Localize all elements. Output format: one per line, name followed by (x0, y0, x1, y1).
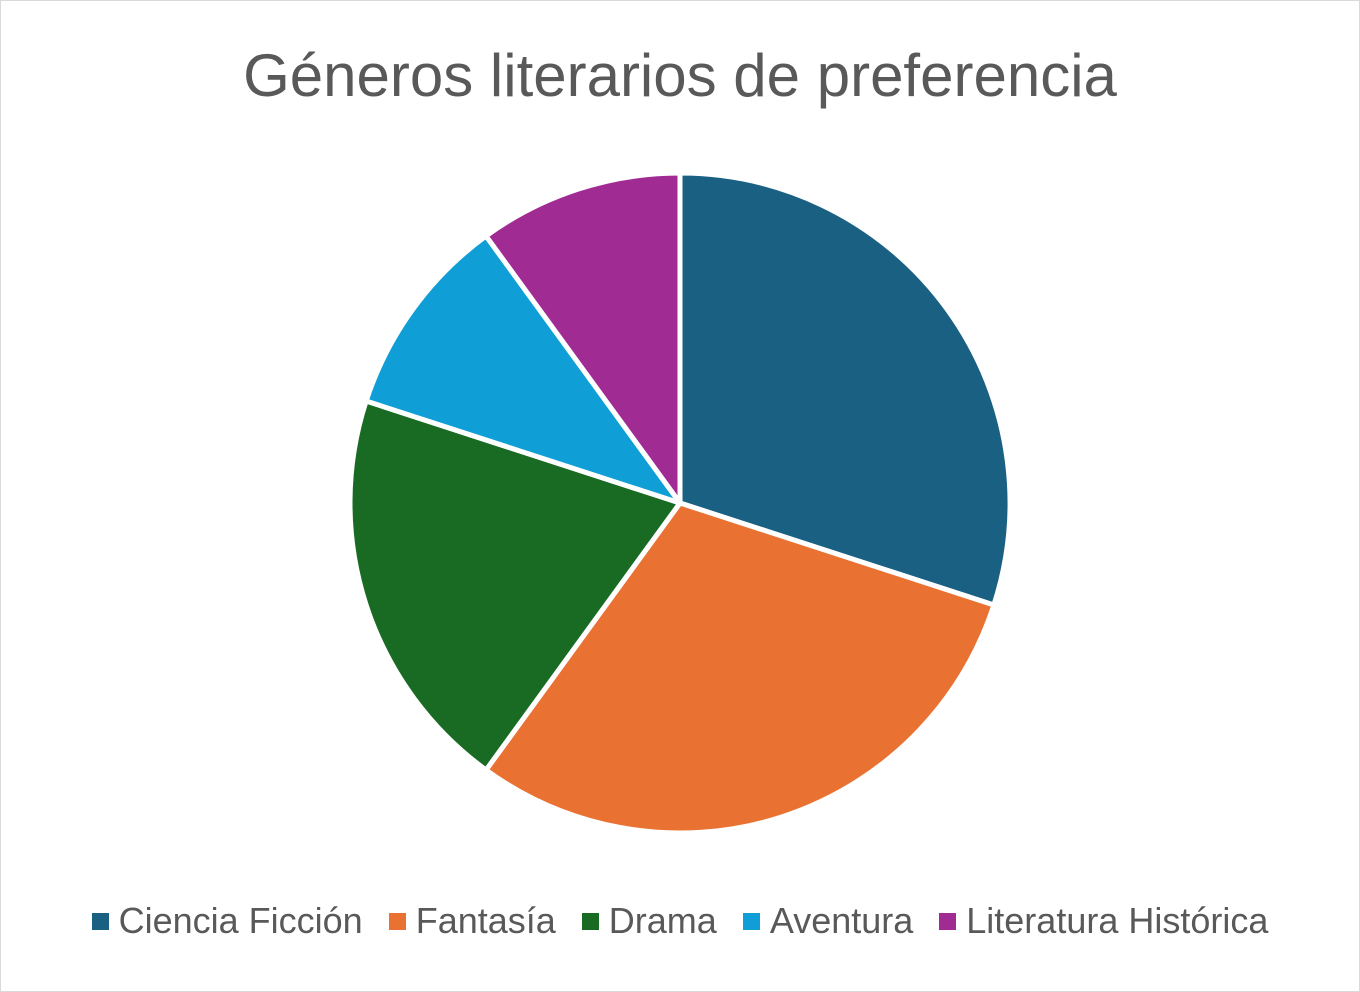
legend-item-aventura: Aventura (742, 900, 914, 942)
pie-slice-aventura (363, 233, 683, 506)
legend-item-ciencia-ficcion: Ciencia Ficción (91, 900, 363, 942)
legend-swatch-drama (581, 912, 599, 930)
pie-slice-drama (347, 398, 683, 773)
legend-label-ciencia-ficcion: Ciencia Ficción (118, 900, 363, 941)
legend-label-literatura-historica: Literatura Histórica (966, 900, 1269, 941)
legend-swatch-ciencia-ficcion (91, 912, 109, 930)
legend-item-literatura-historica: Literatura Histórica (939, 900, 1268, 942)
pie-slice-ciencia-ficcion (677, 170, 1013, 608)
pie-slices (347, 170, 1013, 836)
legend: Ciencia Ficción Fantasía Drama Aventura Lite… (0, 900, 1360, 942)
pie-slice-literatura-historica (483, 170, 683, 506)
legend-label-fantasia: Fantasía (415, 900, 556, 941)
legend-item-fantasia: Fantasía (388, 900, 556, 942)
legend-label-aventura: Aventura (769, 900, 914, 941)
legend-label-drama: Drama (608, 900, 717, 941)
legend-swatch-fantasia (388, 912, 406, 930)
legend-swatch-literatura-historica (939, 912, 957, 930)
legend-item-drama: Drama (581, 900, 717, 942)
legend-swatch-aventura (742, 912, 760, 930)
pie-slice-fantasia (483, 500, 997, 836)
chart-title: Géneros literarios de preferencia (243, 42, 1117, 109)
